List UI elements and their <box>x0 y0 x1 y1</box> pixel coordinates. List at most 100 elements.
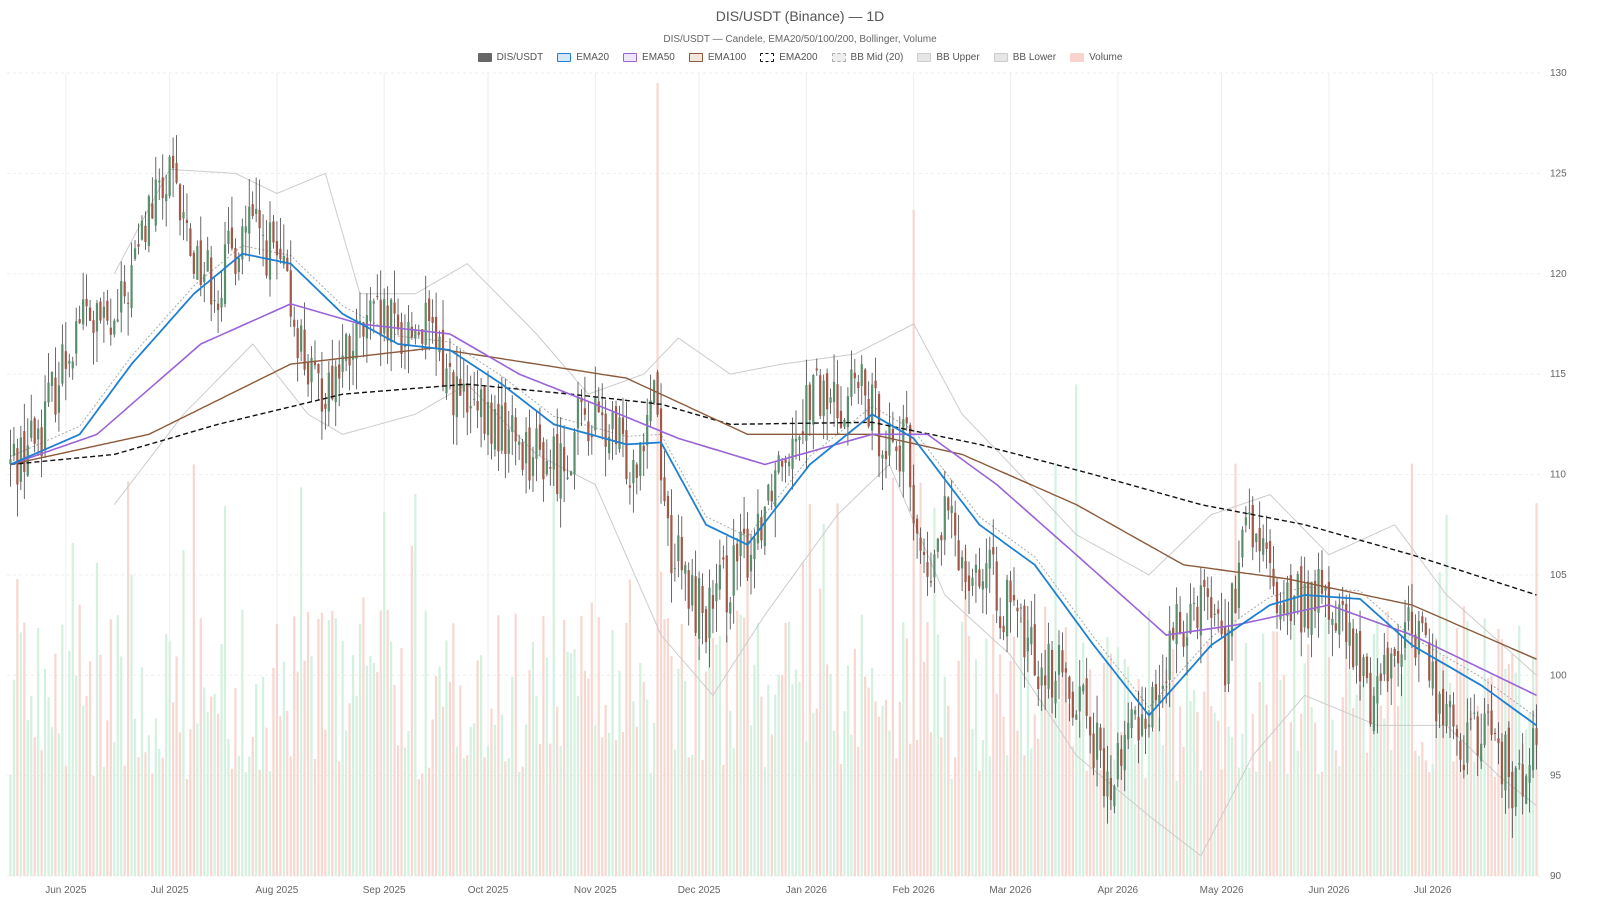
candle <box>874 357 877 416</box>
candle-body <box>770 490 773 502</box>
volume-bar <box>455 746 458 876</box>
candle-body <box>1071 691 1074 718</box>
volume-bar <box>677 668 680 876</box>
candle <box>1109 755 1113 810</box>
candle-body <box>1393 648 1396 657</box>
legend-item[interactable]: EMA200 <box>760 52 818 63</box>
candle-body <box>1476 716 1479 756</box>
volume-bar <box>542 616 545 876</box>
volume-bar <box>659 571 663 876</box>
volume-bar <box>483 757 486 876</box>
volume-bar <box>220 644 223 876</box>
candle <box>653 379 656 406</box>
volume-bar <box>1251 713 1254 876</box>
volume-bar <box>909 743 912 876</box>
candle-body <box>493 408 497 450</box>
candle-body <box>351 350 355 360</box>
candle <box>147 194 150 253</box>
candle <box>822 374 825 440</box>
candle <box>1192 587 1196 621</box>
candle-body <box>649 400 652 422</box>
candle <box>185 193 189 242</box>
volume-bar <box>666 618 670 876</box>
candle-body <box>1227 629 1230 685</box>
candle-body <box>531 457 535 476</box>
x-tick-label: Sep 2025 <box>363 885 406 896</box>
candle <box>829 388 832 415</box>
candle-body <box>1075 714 1078 720</box>
legend-item[interactable]: EMA20 <box>557 52 609 63</box>
volume-bar <box>1535 503 1538 876</box>
candle <box>1500 733 1504 798</box>
candle <box>704 605 708 654</box>
volume-bar <box>1348 668 1351 876</box>
candle <box>967 561 971 615</box>
candle-body <box>16 448 19 485</box>
candle <box>64 322 67 401</box>
volume-bar <box>538 743 542 876</box>
candle-body <box>656 372 659 415</box>
candle <box>715 563 718 632</box>
legend-item[interactable]: BB Mid (20) <box>831 52 903 63</box>
volume-bar <box>632 701 635 876</box>
candle-body <box>9 459 12 465</box>
volume-bar <box>749 725 753 876</box>
volume-bar <box>206 712 209 876</box>
candle-body <box>1511 771 1514 809</box>
candle-body <box>320 378 324 412</box>
candle-body <box>839 410 843 428</box>
volume-bar <box>1493 776 1497 876</box>
candle-body <box>1134 710 1137 715</box>
candle-body <box>175 162 178 183</box>
candle <box>473 371 476 406</box>
legend-item[interactable]: BB Lower <box>993 52 1056 63</box>
candle <box>978 547 981 589</box>
volume-bar <box>351 654 355 876</box>
legend-item[interactable]: BB Upper <box>917 52 980 63</box>
volume-bar <box>1064 627 1068 876</box>
volume-bar <box>300 487 303 876</box>
y-tick-label: 110 <box>1550 470 1566 481</box>
legend-label: BB Upper <box>936 52 980 63</box>
candle-body <box>286 257 289 272</box>
candle <box>1019 603 1023 623</box>
volume-bar <box>303 660 306 876</box>
candle-body <box>1189 603 1192 634</box>
candle-body <box>33 418 36 444</box>
candle <box>1414 614 1417 666</box>
legend-item[interactable]: DIS/USDT <box>477 52 543 63</box>
candle <box>1033 593 1036 677</box>
volume-bar <box>102 767 106 876</box>
candle <box>995 546 998 624</box>
candle <box>1078 660 1081 738</box>
candle <box>251 191 254 220</box>
candle <box>428 290 431 351</box>
candle-body <box>1473 712 1476 714</box>
candle <box>130 242 133 318</box>
candle-body <box>916 518 919 534</box>
candle-body <box>999 616 1002 629</box>
candle-body <box>680 536 683 571</box>
candle-body <box>960 557 964 569</box>
candle <box>57 361 61 432</box>
volume-bar <box>1452 761 1455 876</box>
candle <box>161 154 164 220</box>
volume-bar <box>479 655 483 876</box>
volume-bar <box>68 651 71 876</box>
volume-bar <box>950 778 953 876</box>
candle <box>403 314 407 370</box>
candle <box>1393 646 1396 667</box>
legend-item[interactable]: Volume <box>1070 52 1122 63</box>
volume-bar <box>763 767 766 876</box>
candle-body <box>1144 718 1147 729</box>
legend-item[interactable]: EMA50 <box>623 52 675 63</box>
candle-body <box>158 180 161 183</box>
volume-bar <box>1265 704 1268 876</box>
legend-item[interactable]: EMA100 <box>688 52 746 63</box>
volume-bar <box>258 769 261 876</box>
candle-body <box>1106 771 1109 797</box>
candle <box>358 292 362 338</box>
candle-body <box>1514 767 1517 807</box>
candle-body <box>203 274 206 283</box>
candle-body <box>573 432 576 475</box>
